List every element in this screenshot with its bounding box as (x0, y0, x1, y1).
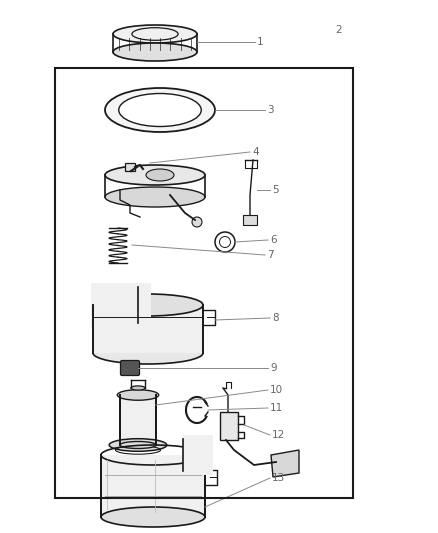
Ellipse shape (93, 342, 203, 364)
Bar (220, 412, 238, 440)
Text: 10: 10 (270, 385, 283, 395)
Ellipse shape (93, 294, 203, 316)
FancyBboxPatch shape (120, 360, 139, 376)
Ellipse shape (101, 507, 205, 527)
Bar (183, 435, 213, 475)
Ellipse shape (146, 169, 174, 181)
Text: 12: 12 (272, 430, 285, 440)
Ellipse shape (109, 439, 167, 451)
Text: 1: 1 (257, 37, 264, 47)
Circle shape (192, 217, 202, 227)
Text: 8: 8 (272, 313, 279, 323)
Bar (91, 283, 151, 327)
Ellipse shape (117, 390, 159, 400)
Ellipse shape (113, 43, 197, 61)
Bar (93, 305, 203, 353)
Text: 5: 5 (272, 185, 279, 195)
Text: 11: 11 (270, 403, 283, 413)
Text: 3: 3 (267, 105, 274, 115)
Ellipse shape (131, 386, 145, 390)
Ellipse shape (113, 25, 197, 43)
Ellipse shape (105, 165, 205, 185)
Bar (125, 163, 135, 171)
Text: 6: 6 (270, 235, 277, 245)
Ellipse shape (119, 93, 201, 126)
Ellipse shape (105, 88, 215, 132)
Text: 9: 9 (270, 363, 277, 373)
Ellipse shape (120, 441, 156, 448)
Bar (55, 68, 353, 498)
Text: 7: 7 (267, 250, 274, 260)
Bar (243, 215, 257, 225)
Text: 4: 4 (252, 147, 258, 157)
Ellipse shape (105, 187, 205, 207)
Bar (101, 455, 205, 517)
Text: 2: 2 (335, 25, 342, 35)
Bar (120, 395, 156, 445)
Text: 13: 13 (272, 473, 285, 483)
Polygon shape (271, 450, 299, 477)
